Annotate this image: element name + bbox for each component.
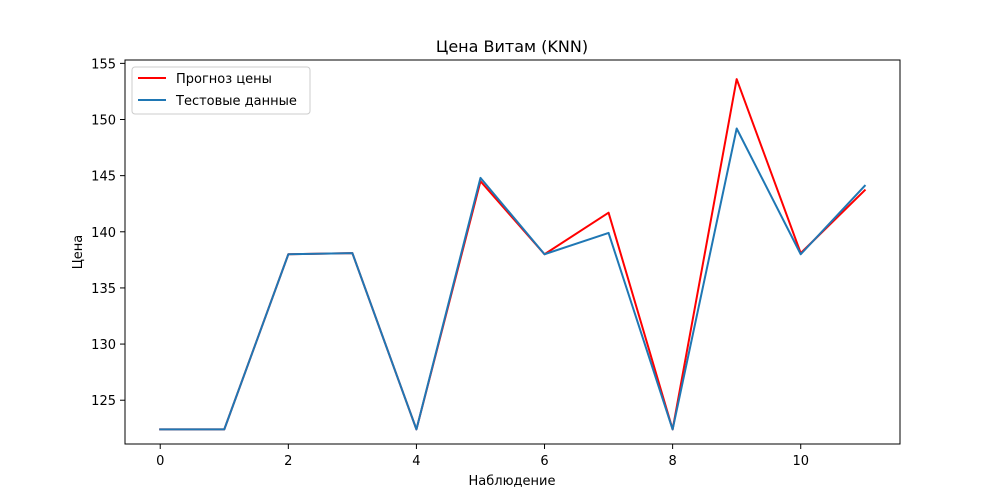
x-tick-label: 2 bbox=[284, 454, 292, 469]
y-axis-title: Цена bbox=[71, 235, 86, 270]
y-tick-label: 135 bbox=[91, 282, 116, 297]
y-tick-label: 155 bbox=[91, 57, 116, 72]
x-tick-label: 6 bbox=[540, 454, 548, 469]
y-tick-label: 125 bbox=[91, 394, 116, 409]
legend: Прогноз цены Тестовые данные bbox=[132, 67, 310, 114]
x-axis-title: Наблюдение bbox=[469, 474, 556, 489]
x-tick-label: 4 bbox=[412, 454, 420, 469]
legend-label-test-data: Тестовые данные bbox=[175, 94, 297, 109]
y-tick-label: 130 bbox=[91, 338, 116, 353]
y-tick-label: 145 bbox=[91, 170, 116, 185]
y-tick-label: 140 bbox=[91, 226, 116, 241]
legend-label-forecast: Прогноз цены bbox=[176, 72, 272, 87]
x-tick-label: 10 bbox=[792, 454, 809, 469]
x-tick-label: 0 bbox=[156, 454, 164, 469]
y-tick-label: 150 bbox=[91, 114, 116, 129]
chart-title: Цена Витам (KNN) bbox=[436, 37, 588, 56]
x-tick-label: 8 bbox=[668, 454, 676, 469]
